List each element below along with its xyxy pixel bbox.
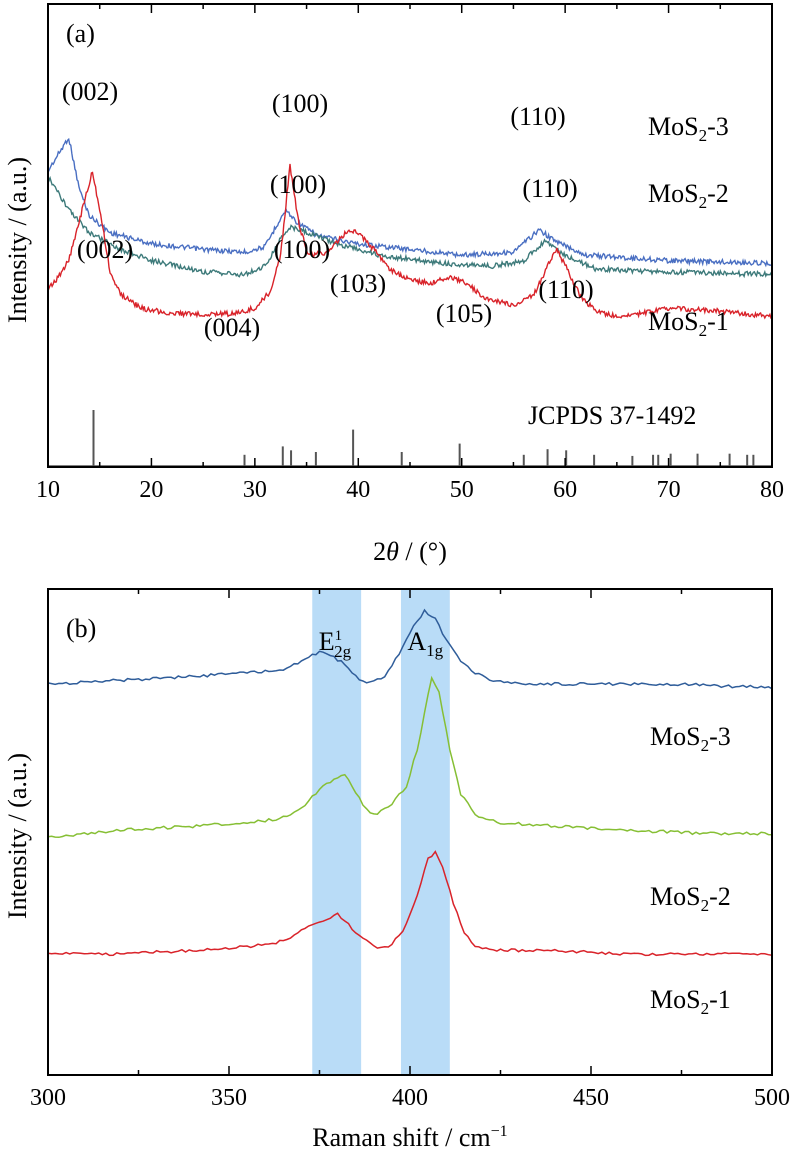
panel-a-ylabel: Intensity / (a.u.)	[3, 157, 32, 323]
xrd-series-label: MoS2-2	[648, 179, 729, 212]
panel-a-xtick-label: 30	[243, 477, 267, 503]
panel-a-xtick-label: 40	[346, 477, 370, 503]
panel-a-label: (a)	[66, 19, 95, 48]
panel-a-xtick-label: 70	[657, 477, 681, 503]
peak-label: (110)	[510, 102, 565, 131]
panel-b-axes-frame	[47, 588, 773, 1076]
panel-b-xtick-label: 300	[30, 1085, 66, 1111]
peak-label: (103)	[330, 269, 386, 298]
raman-band-label: A1g	[407, 627, 443, 660]
raman-band-e2g	[312, 590, 362, 1074]
peak-label: (105)	[436, 299, 492, 328]
panel-b-raman: (b) Intensity / (a.u.) Raman shift / cm−…	[3, 588, 790, 1152]
raman-series-label: MoS2-2	[650, 882, 731, 915]
panel-a-xtick-label: 60	[553, 477, 577, 503]
peak-label: (110)	[538, 275, 593, 304]
panel-a-xrd: (a) Intensity / (a.u.) 2θ / (°) JCPDS 37…	[3, 3, 784, 566]
xrd-series-mos2-3	[47, 137, 773, 268]
panel-a-xtick-label: 10	[36, 477, 60, 503]
peak-label: (002)	[62, 77, 118, 106]
reference-pattern-label: JCPDS 37-1492	[528, 401, 696, 430]
raman-series-mos2-3	[47, 608, 773, 690]
panel-b-xtick-label: 350	[211, 1085, 247, 1111]
peak-label: (100)	[274, 235, 330, 264]
raman-band-label: E1 2g	[319, 627, 352, 661]
panel-a-xtick-label: 20	[139, 477, 163, 503]
panel-a-xlabel: 2θ / (°)	[373, 537, 447, 566]
peak-label: (004)	[204, 313, 260, 342]
raman-series-mos2-1	[47, 850, 773, 957]
raman-series-label: MoS2-3	[650, 722, 731, 755]
panel-b-label: (b)	[66, 614, 96, 643]
panel-b-xtick-label: 400	[392, 1085, 428, 1111]
raman-series-mos2-2	[47, 675, 773, 839]
raman-series-label: MoS2-1	[650, 985, 731, 1018]
panel-b-ylabel: Intensity / (a.u.)	[3, 753, 32, 919]
panel-b-xlabel: Raman shift / cm−1	[312, 1123, 507, 1152]
panel-a-axes-frame	[47, 3, 773, 468]
xrd-series-mos2-1	[47, 163, 773, 320]
peak-label: (100)	[272, 89, 328, 118]
xrd-series-mos2-2	[47, 175, 773, 279]
xrd-series-label: MoS2-3	[648, 112, 729, 145]
peak-label: (002)	[77, 235, 133, 264]
panel-a-xtick-label: 50	[450, 477, 474, 503]
panel-b-xtick-label: 450	[573, 1085, 609, 1111]
panel-a-xtick-label: 80	[760, 477, 784, 503]
panel-b-xtick-label: 500	[754, 1085, 790, 1111]
raman-band-a1g	[400, 590, 450, 1074]
xrd-series-label: MoS2-1	[648, 307, 729, 340]
peak-label: (100)	[270, 170, 326, 199]
peak-label: (110)	[522, 174, 577, 203]
